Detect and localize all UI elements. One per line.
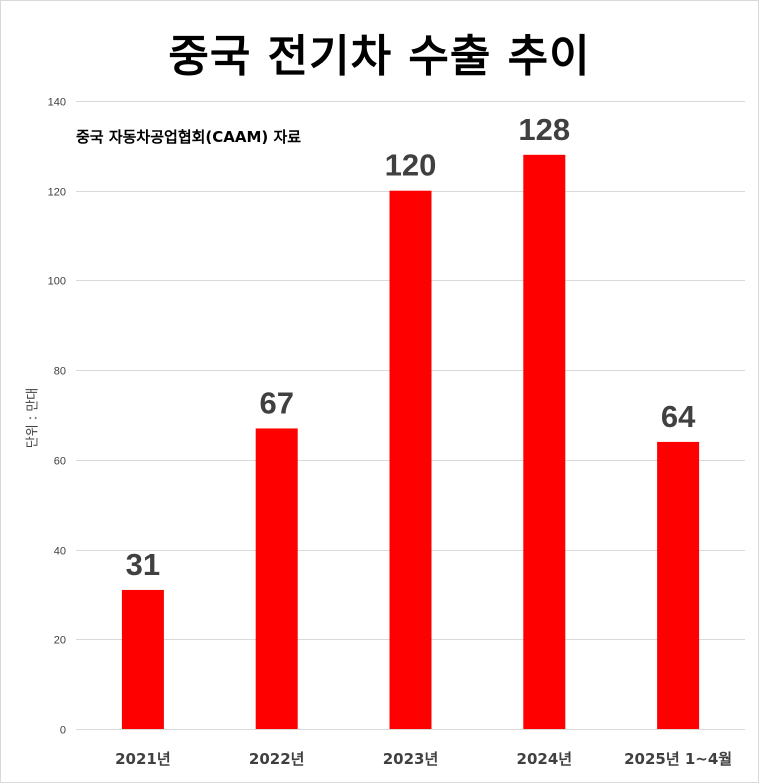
data-label: 120	[385, 148, 437, 183]
x-tick-label: 2025년 1~4월	[624, 750, 732, 768]
y-tick-label: 0	[60, 725, 66, 737]
y-tick-label: 140	[48, 97, 66, 109]
x-tick-label: 2023년	[383, 750, 439, 768]
bar	[523, 154, 566, 730]
y-tick-label: 20	[54, 635, 66, 647]
x-tick-label: 2021년	[115, 750, 171, 768]
bar	[255, 428, 298, 729]
chart-title: 중국 전기차 수출 추이	[168, 31, 591, 82]
x-tick-label: 2022년	[249, 750, 305, 768]
bar	[389, 190, 432, 729]
y-tick-label: 100	[48, 276, 66, 288]
data-label: 64	[661, 399, 696, 434]
bars	[121, 154, 700, 730]
chart-subtitle: 중국 자동차공업협회(CAAM) 자료	[76, 128, 302, 146]
y-tick-label: 60	[54, 456, 66, 468]
y-axis-ticks: 0 20 40 60 80 100 120 140	[48, 97, 66, 737]
y-tick-label: 80	[54, 366, 66, 378]
data-label: 67	[259, 385, 293, 420]
data-labels: 31 67 120 128 64	[126, 112, 696, 582]
bar	[121, 589, 164, 729]
data-label: 128	[518, 112, 570, 147]
x-tick-label: 2024년	[517, 750, 573, 768]
y-tick-label: 40	[54, 546, 66, 558]
y-tick-label: 120	[48, 187, 66, 199]
data-label: 31	[126, 547, 160, 582]
x-axis-ticks: 2021년 2022년 2023년 2024년 2025년 1~4월	[115, 750, 732, 768]
bar	[657, 441, 700, 729]
